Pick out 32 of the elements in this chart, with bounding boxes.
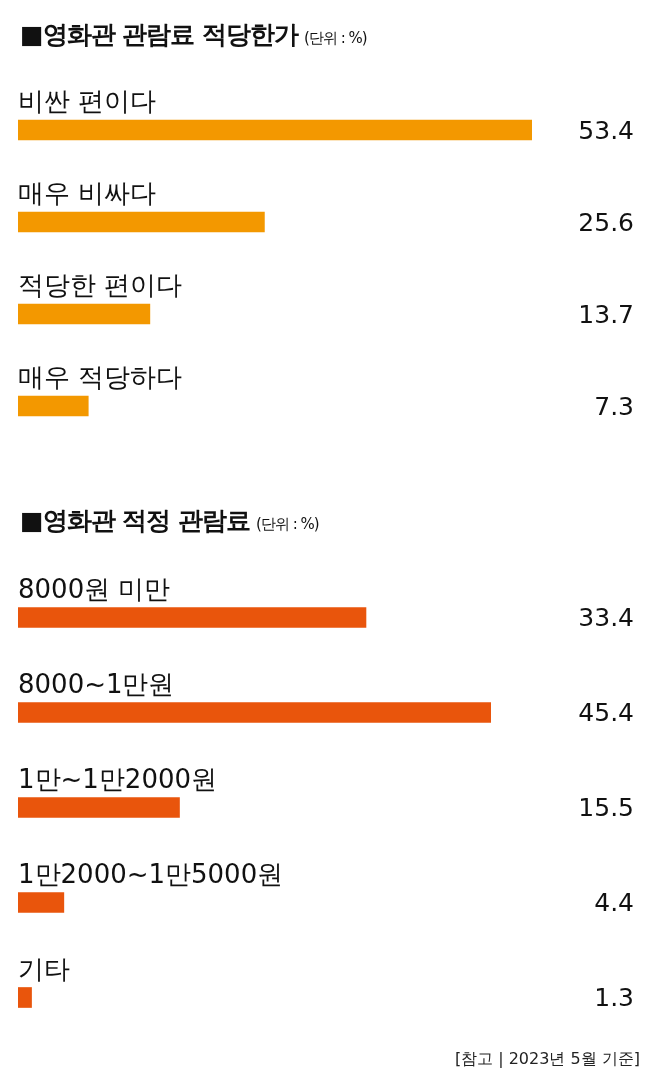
- bar: [18, 702, 491, 723]
- y-tick-label: 8000원 미만: [18, 573, 171, 604]
- y-tick-label: 8000~1만원: [18, 668, 175, 699]
- data-label: 45.4: [578, 698, 634, 727]
- bar: [18, 892, 65, 913]
- data-label: 13.7: [578, 299, 634, 329]
- data-label: 7.3: [594, 391, 634, 421]
- y-tick-label: 1만2000~1만5000원: [18, 858, 284, 889]
- data-label: 15.5: [578, 793, 634, 822]
- y-tick-label: 적당한 편이다: [18, 270, 183, 300]
- data-label: 33.4: [578, 603, 634, 632]
- chart-title: ■영화관 적정 관람료: [20, 506, 251, 535]
- y-tick-label: 비싼 편이다: [18, 86, 157, 116]
- y-tick-label: 매우 적당하다: [18, 362, 183, 392]
- data-label: 53.4: [578, 115, 634, 145]
- data-label: 1.3: [594, 983, 634, 1012]
- y-tick-label: 매우 비싸다: [18, 178, 157, 208]
- bar: [18, 987, 32, 1008]
- chart-subtitle: (단위 : %): [304, 29, 367, 47]
- chart-subtitle: (단위 : %): [256, 515, 319, 533]
- data-label: 4.4: [594, 888, 634, 917]
- bar: [18, 119, 532, 141]
- y-tick-label: 1만~1만2000원: [18, 763, 218, 794]
- bar: [18, 303, 151, 325]
- text: [참고 | 2023년 5월 기준]: [453, 1049, 641, 1070]
- chart-title: ■영화관 관람료 적당한가: [20, 20, 299, 49]
- bar: [18, 797, 180, 818]
- data-label: 25.6: [578, 207, 634, 237]
- bar: [18, 607, 367, 628]
- bar: [18, 395, 89, 417]
- y-tick-label: 기타: [18, 953, 70, 984]
- bar: [18, 211, 265, 233]
